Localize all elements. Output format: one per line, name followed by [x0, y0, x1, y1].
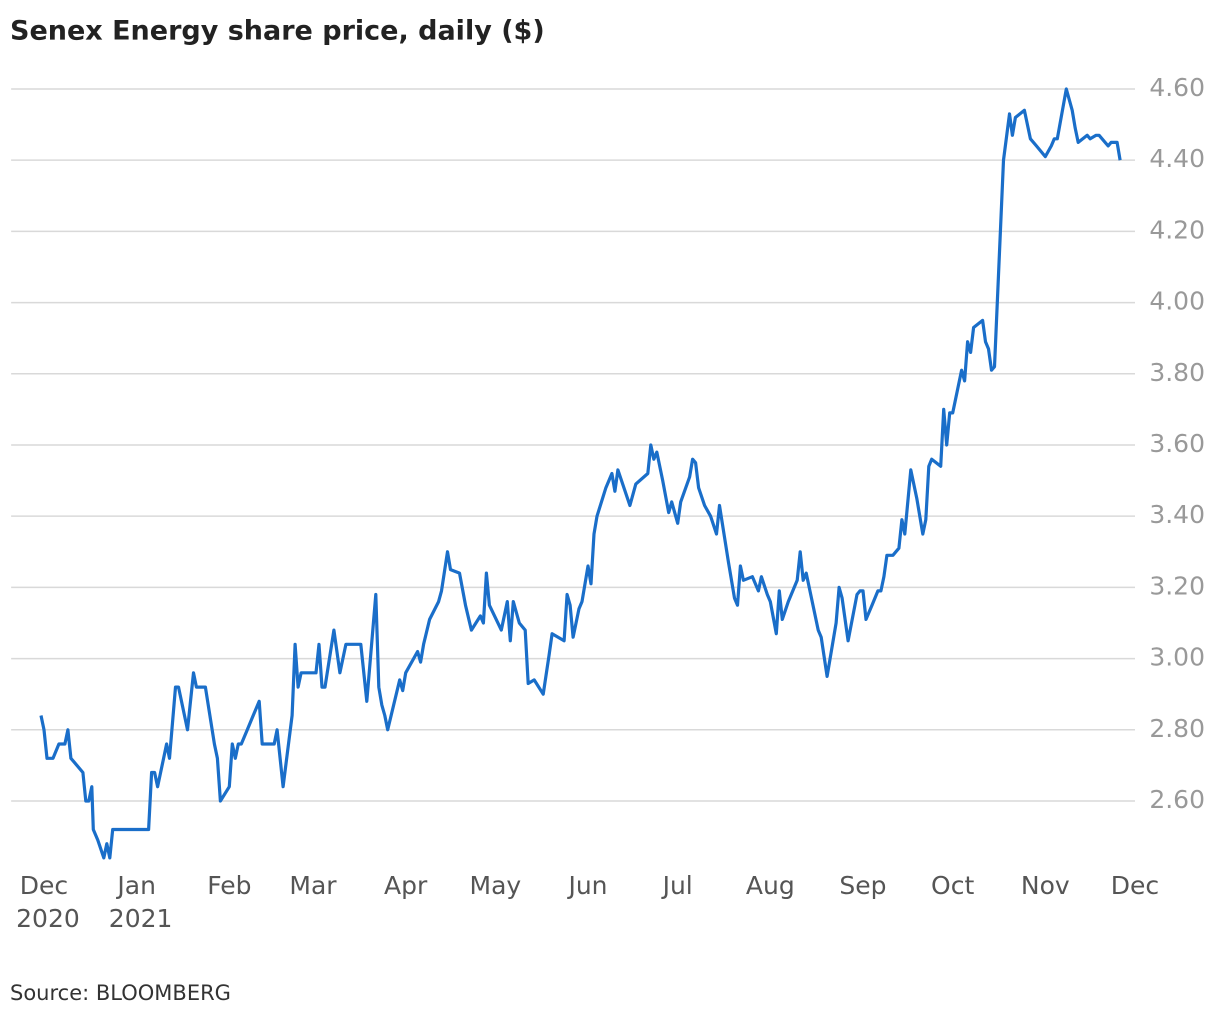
y-tick-label: 4.40: [1149, 144, 1205, 173]
y-tick-label: 4.20: [1149, 215, 1205, 244]
source: Source: BLOOMBERG: [10, 981, 231, 1005]
x-tick-label: Mar: [289, 871, 337, 900]
y-tick-label: 3.20: [1149, 571, 1205, 600]
x-tick-label: May: [470, 871, 522, 900]
y-tick-label: 4.60: [1149, 73, 1205, 102]
y-tick-label: 3.60: [1149, 429, 1205, 458]
y-tick-label: 2.80: [1149, 714, 1205, 743]
price-line: [39, 87, 1122, 860]
x-tick-label: Dec 2020: [8, 871, 80, 933]
y-tick-label: 3.00: [1149, 643, 1205, 672]
y-tick-label: 4.00: [1149, 287, 1205, 316]
x-tick-label: Jul: [661, 871, 693, 900]
y-tick-label: 2.60: [1149, 785, 1205, 814]
x-tick-label: Jun: [566, 871, 607, 900]
x-tick-label: Jan 2021: [101, 871, 173, 933]
y-tick-label: 3.80: [1149, 358, 1205, 387]
y-tick-label: 3.40: [1149, 500, 1205, 529]
x-tick-label: Apr: [384, 871, 428, 900]
x-tick-label: Dec: [1111, 871, 1159, 900]
x-tick-label: Aug: [746, 871, 795, 900]
x-tick-label: Feb: [207, 871, 251, 900]
x-tick-label: Oct: [931, 871, 974, 900]
x-tick-label: Sep: [839, 871, 886, 900]
x-tick-label: Nov: [1021, 871, 1070, 900]
chart-title: Senex Energy share price, daily ($): [10, 16, 545, 47]
